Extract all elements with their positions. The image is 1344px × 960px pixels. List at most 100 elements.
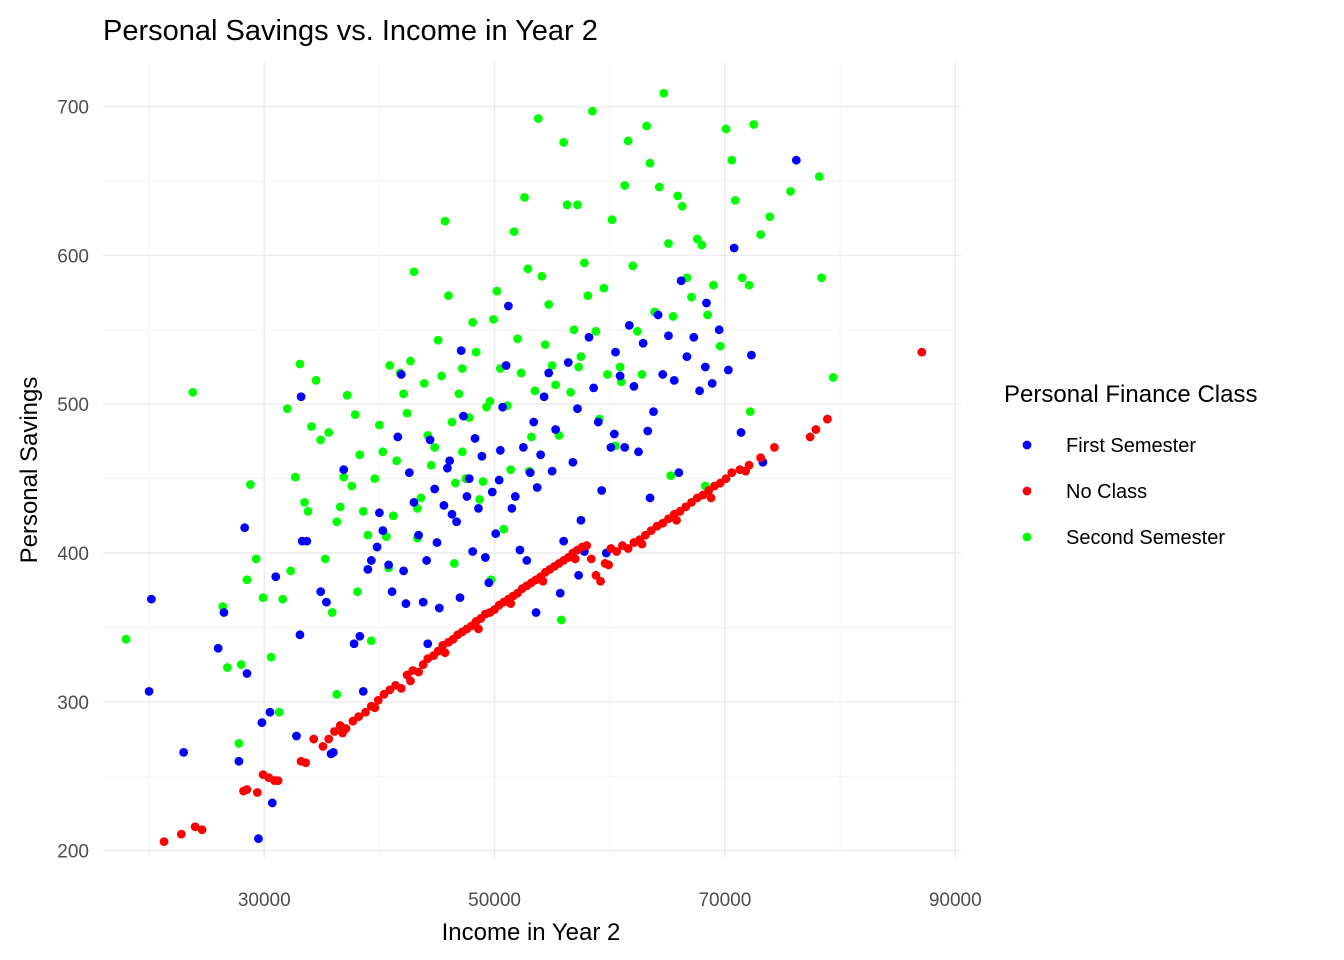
- data-point: [354, 712, 364, 722]
- data-point: [770, 442, 779, 452]
- data-point: [586, 554, 596, 564]
- data-point: [234, 756, 244, 766]
- data-point: [146, 594, 156, 604]
- data-point: [649, 407, 658, 417]
- data-point: [540, 340, 550, 350]
- data-points: [121, 88, 927, 847]
- data-point: [563, 358, 573, 367]
- data-point: [606, 442, 616, 452]
- data-point: [409, 498, 419, 507]
- y-tick-label: 300: [57, 693, 89, 714]
- legend-key: [1022, 440, 1032, 450]
- data-point: [638, 338, 648, 348]
- data-point: [286, 566, 296, 576]
- data-point: [559, 536, 569, 546]
- data-point: [399, 389, 408, 399]
- data-point: [566, 387, 575, 397]
- legend-label: First Semester: [1066, 435, 1196, 457]
- data-point: [485, 396, 495, 406]
- tick-labels: 30000 50000 70000 90000 200 300 400 500 600 700: [57, 98, 981, 911]
- data-point: [425, 435, 435, 445]
- data-point: [591, 326, 601, 336]
- data-point: [316, 587, 326, 597]
- data-point: [538, 576, 548, 586]
- data-point: [144, 686, 154, 696]
- data-point: [370, 474, 380, 483]
- data-point: [746, 350, 756, 360]
- data-point: [669, 376, 679, 385]
- data-point: [330, 727, 339, 736]
- data-point: [462, 492, 472, 501]
- legend-key: [1022, 532, 1032, 542]
- data-point: [791, 155, 801, 165]
- data-point: [642, 121, 651, 131]
- data-point: [179, 747, 189, 757]
- data-point: [498, 402, 508, 412]
- data-point: [628, 261, 638, 271]
- data-point: [823, 414, 832, 424]
- data-point: [242, 785, 252, 794]
- data-point: [396, 683, 406, 693]
- data-point: [468, 547, 478, 556]
- data-point: [597, 486, 607, 495]
- data-point: [251, 554, 261, 564]
- data-point: [258, 593, 268, 603]
- data-point: [327, 608, 337, 617]
- y-tick-label: 200: [57, 842, 89, 863]
- data-point: [358, 506, 368, 516]
- data-point: [375, 420, 384, 430]
- y-tick-label: 600: [57, 246, 89, 267]
- data-point: [574, 570, 584, 580]
- data-point: [604, 560, 613, 570]
- data-point: [544, 300, 554, 309]
- data-point: [612, 547, 622, 556]
- data-point: [361, 707, 370, 717]
- data-point: [624, 320, 634, 330]
- data-point: [620, 442, 630, 452]
- data-point: [342, 390, 352, 400]
- data-point: [222, 663, 232, 672]
- data-point: [583, 291, 593, 300]
- data-point: [611, 347, 620, 357]
- data-point: [756, 453, 766, 463]
- data-point: [591, 570, 601, 580]
- data-point: [659, 88, 669, 98]
- data-point: [447, 509, 457, 519]
- data-point: [506, 465, 516, 475]
- data-point: [370, 703, 380, 713]
- data-point: [637, 370, 647, 379]
- data-point: [339, 465, 349, 475]
- legend: Personal Finance Class First Semester No …: [1004, 381, 1257, 549]
- data-point: [254, 834, 263, 844]
- data-point: [242, 575, 252, 585]
- data-point: [609, 429, 619, 439]
- data-point: [491, 529, 501, 539]
- data-point: [433, 335, 443, 345]
- data-point: [434, 603, 444, 613]
- chart-title: Personal Savings vs. Income in Year 2: [103, 15, 598, 47]
- data-point: [459, 411, 468, 421]
- legend-label: No Class: [1066, 481, 1147, 503]
- data-point: [697, 240, 707, 250]
- data-point: [533, 114, 543, 123]
- data-point: [749, 120, 759, 129]
- data-point: [278, 594, 288, 604]
- data-point: [358, 686, 368, 696]
- data-point: [295, 630, 305, 640]
- data-point: [489, 314, 498, 324]
- data-point: [603, 370, 612, 379]
- data-point: [811, 425, 821, 434]
- data-point: [676, 276, 686, 286]
- data-point: [555, 588, 565, 598]
- data-point: [393, 432, 403, 442]
- data-point: [442, 463, 452, 473]
- data-point: [547, 361, 557, 370]
- data-point: [363, 564, 373, 574]
- data-point: [430, 442, 440, 452]
- data-point: [765, 212, 775, 222]
- data-point: [556, 615, 566, 625]
- data-point: [615, 362, 625, 372]
- data-point: [576, 352, 586, 361]
- data-point: [176, 829, 186, 839]
- data-point: [653, 310, 663, 320]
